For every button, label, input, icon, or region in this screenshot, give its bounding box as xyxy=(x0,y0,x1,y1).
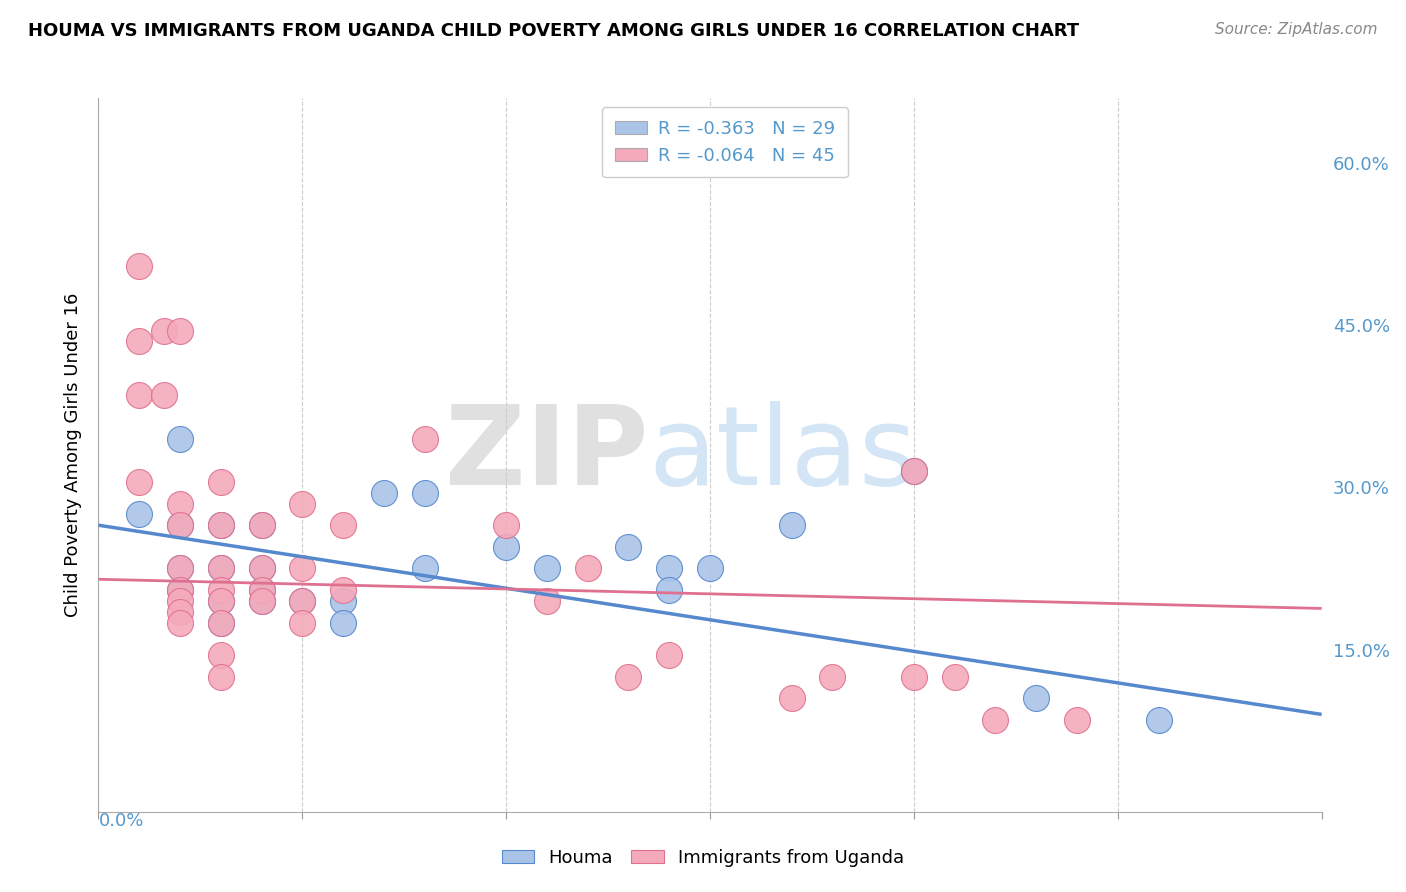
Point xyxy=(495,540,517,554)
Point xyxy=(699,561,721,575)
Point xyxy=(209,615,232,630)
Point xyxy=(209,669,232,683)
Point xyxy=(291,594,314,608)
Point xyxy=(169,605,191,619)
Point xyxy=(209,561,232,575)
Point xyxy=(291,561,314,575)
Point xyxy=(332,583,354,598)
Point xyxy=(413,432,436,446)
Text: HOUMA VS IMMIGRANTS FROM UGANDA CHILD POVERTY AMONG GIRLS UNDER 16 CORRELATION C: HOUMA VS IMMIGRANTS FROM UGANDA CHILD PO… xyxy=(28,22,1080,40)
Point xyxy=(128,334,150,349)
Point xyxy=(169,561,191,575)
Point xyxy=(152,388,174,402)
Point xyxy=(209,518,232,533)
Point xyxy=(169,518,191,533)
Point xyxy=(291,594,314,608)
Point xyxy=(658,561,681,575)
Point xyxy=(291,615,314,630)
Point xyxy=(169,561,191,575)
Point xyxy=(1066,713,1088,727)
Point xyxy=(209,594,232,608)
Point xyxy=(169,583,191,598)
Point xyxy=(780,518,803,533)
Point xyxy=(943,669,966,683)
Point xyxy=(169,583,191,598)
Point xyxy=(128,475,150,489)
Point xyxy=(250,561,273,575)
Point xyxy=(617,669,640,683)
Point xyxy=(250,561,273,575)
Point xyxy=(169,497,191,511)
Point xyxy=(617,540,640,554)
Text: atlas: atlas xyxy=(650,401,917,508)
Point xyxy=(128,508,150,522)
Point xyxy=(209,583,232,598)
Point xyxy=(1147,713,1170,727)
Point xyxy=(250,594,273,608)
Text: 0.0%: 0.0% xyxy=(98,812,143,830)
Point xyxy=(984,713,1007,727)
Text: Source: ZipAtlas.com: Source: ZipAtlas.com xyxy=(1215,22,1378,37)
Point xyxy=(128,388,150,402)
Point xyxy=(332,594,354,608)
Point xyxy=(250,518,273,533)
Point xyxy=(373,485,395,500)
Legend: Houma, Immigrants from Uganda: Houma, Immigrants from Uganda xyxy=(495,842,911,874)
Point xyxy=(250,583,273,598)
Point xyxy=(209,594,232,608)
Point xyxy=(169,615,191,630)
Point xyxy=(169,432,191,446)
Point xyxy=(495,518,517,533)
Point xyxy=(413,485,436,500)
Point xyxy=(128,259,150,273)
Point xyxy=(250,583,273,598)
Point xyxy=(1025,691,1047,706)
Point xyxy=(332,615,354,630)
Point xyxy=(209,561,232,575)
Point xyxy=(169,324,191,338)
Legend: R = -0.363   N = 29, R = -0.064   N = 45: R = -0.363 N = 29, R = -0.064 N = 45 xyxy=(602,107,848,178)
Point xyxy=(658,648,681,662)
Point xyxy=(209,648,232,662)
Point xyxy=(291,497,314,511)
Y-axis label: Child Poverty Among Girls Under 16: Child Poverty Among Girls Under 16 xyxy=(63,293,82,617)
Point xyxy=(536,561,558,575)
Point xyxy=(209,615,232,630)
Point xyxy=(413,561,436,575)
Point xyxy=(903,464,925,478)
Point xyxy=(209,475,232,489)
Point xyxy=(903,669,925,683)
Point xyxy=(536,594,558,608)
Point xyxy=(169,518,191,533)
Point xyxy=(780,691,803,706)
Point xyxy=(576,561,599,575)
Point xyxy=(169,594,191,608)
Point xyxy=(332,518,354,533)
Point xyxy=(152,324,174,338)
Point xyxy=(903,464,925,478)
Point xyxy=(821,669,844,683)
Point xyxy=(658,583,681,598)
Point xyxy=(209,518,232,533)
Point xyxy=(250,518,273,533)
Text: ZIP: ZIP xyxy=(446,401,650,508)
Point xyxy=(250,594,273,608)
